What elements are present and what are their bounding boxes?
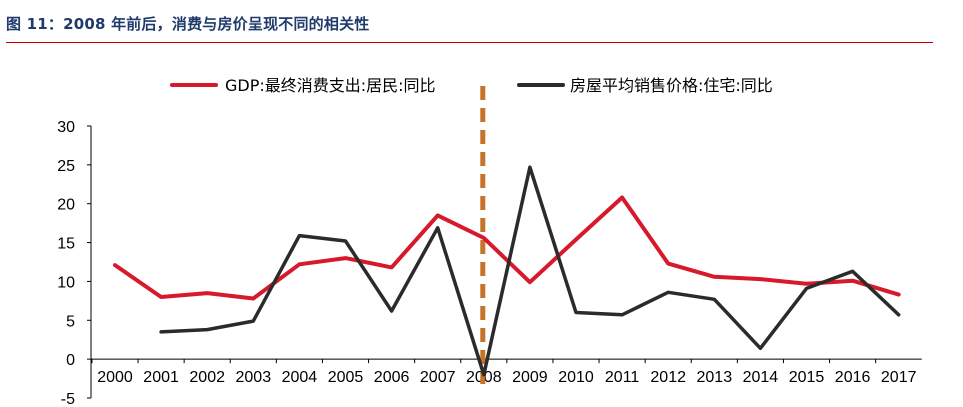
- chart-axes: -5 0 5 10 15 20 25 30 2000 2001 2002 2003 2004 2005 20…: [57, 119, 922, 407]
- series-line-1: [113, 195, 901, 301]
- y-tick-label: 20: [57, 197, 75, 214]
- x-tick-label: 2006: [374, 369, 410, 386]
- x-tick-label: 2005: [328, 369, 364, 386]
- x-tick-label: 2014: [743, 369, 779, 386]
- x-tick-label: 2016: [835, 369, 871, 386]
- x-tick-label: 2012: [650, 369, 686, 386]
- legend-label-2: 房屋平均销售价格:住宅:同比: [570, 76, 773, 95]
- x-tick-label: 2009: [512, 369, 548, 386]
- x-tick-label: 2010: [558, 369, 594, 386]
- y-tick-label: 15: [57, 236, 75, 253]
- y-tick-label: 30: [57, 119, 75, 136]
- chart-series: [113, 165, 901, 377]
- series-line-2: [159, 165, 901, 377]
- y-tick-label: 25: [57, 158, 75, 175]
- legend-label-1: GDP:最终消费支出:居民:同比: [225, 76, 436, 95]
- title-divider: [6, 42, 933, 43]
- y-tick-label: 5: [66, 313, 75, 330]
- chart-legend: GDP:最终消费支出:居民:同比 房屋平均销售价格:住宅:同比: [170, 76, 773, 95]
- y-tick-label: 0: [66, 352, 75, 369]
- x-tick-label: 2000: [97, 369, 133, 386]
- x-tick-label: 2017: [881, 369, 917, 386]
- y-tick-label: -5: [61, 391, 75, 407]
- x-tick-label: 2002: [189, 369, 225, 386]
- figure-title: 图 11：2008 年前后，消费与房价呈现不同的相关性: [6, 15, 370, 33]
- x-tick-label: 2013: [697, 369, 733, 386]
- x-tick-label: 2003: [236, 369, 272, 386]
- x-tick-label: 2015: [789, 369, 825, 386]
- x-tick-label: 2011: [605, 369, 640, 386]
- y-tick-label: 10: [57, 274, 75, 291]
- x-tick-label: 2001: [143, 369, 179, 386]
- x-tick-label: 2007: [420, 369, 456, 386]
- x-tick-label: 2004: [282, 369, 318, 386]
